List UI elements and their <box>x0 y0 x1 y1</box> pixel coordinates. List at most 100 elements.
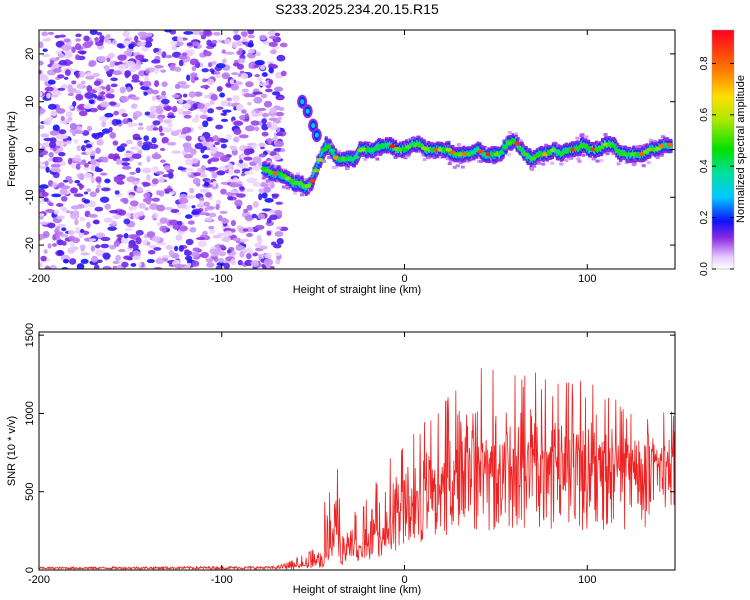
noise-cell <box>230 84 240 91</box>
noise-cell <box>43 118 52 126</box>
noise-cell <box>59 188 68 196</box>
noise-cell <box>200 85 210 89</box>
noise-cell <box>89 30 98 35</box>
noise-cell <box>261 208 272 212</box>
noise-cell <box>52 63 60 68</box>
ridge-core-cell <box>284 176 292 181</box>
noise-cell <box>230 145 238 152</box>
noise-cell <box>258 153 267 158</box>
noise-cell <box>152 127 159 131</box>
ridge-halo-cell <box>611 151 616 155</box>
noise-cell <box>51 182 58 188</box>
noise-cell <box>263 186 272 193</box>
ridge-core-cell <box>312 168 320 173</box>
noise-cell <box>258 142 266 147</box>
noise-cell <box>60 115 65 121</box>
ridge-halo-cell <box>642 143 647 147</box>
noise-cell <box>158 176 165 184</box>
ridge-core-cell <box>280 173 288 178</box>
noise-cell <box>174 245 179 252</box>
ridge-halo-cell <box>652 139 657 143</box>
ridge-halo-cell <box>564 158 569 162</box>
noise-cell <box>132 133 141 140</box>
ridge-core-cell <box>517 147 525 152</box>
ridge-halo-cell <box>550 161 555 165</box>
noise-cell <box>73 193 84 197</box>
noise-cell <box>68 178 73 184</box>
noise-cell <box>250 120 260 126</box>
noise-cell <box>216 261 226 267</box>
noise-cell <box>161 136 169 144</box>
noise-cell <box>150 89 159 95</box>
noise-cell <box>218 166 228 171</box>
noise-cell <box>58 129 67 135</box>
noise-cell <box>252 201 260 208</box>
noise-cell <box>230 219 237 227</box>
noise-cell <box>89 238 97 242</box>
noise-cell <box>234 199 243 207</box>
noise-cell <box>264 252 272 260</box>
noise-cell <box>277 107 285 112</box>
noise-cell <box>242 248 247 254</box>
noise-cell <box>56 223 67 228</box>
noise-cell <box>270 49 277 55</box>
noise-cell <box>145 174 151 181</box>
ridge-halo-cell <box>646 161 651 165</box>
noise-cell <box>68 235 76 241</box>
noise-cell <box>121 261 129 268</box>
ridge-halo-cell <box>273 165 278 169</box>
noise-cell <box>112 70 122 76</box>
ridge-core-cell <box>296 180 304 185</box>
ridge-halo-cell <box>519 139 524 143</box>
ridge-halo-cell <box>566 157 571 161</box>
noise-cell <box>263 100 273 108</box>
noise-cell <box>134 35 139 43</box>
noise-cell <box>128 43 134 50</box>
noise-cell <box>107 73 113 78</box>
noise-cell <box>212 180 217 188</box>
noise-cell <box>144 207 149 211</box>
noise-cell <box>247 30 255 35</box>
ridge-halo-cell <box>403 156 408 160</box>
noise-cell <box>203 50 212 57</box>
noise-cell <box>47 79 56 85</box>
noise-cell <box>155 257 164 265</box>
noise-cell <box>160 69 167 73</box>
colorbar-ticks: 0.0 0.2 0.4 0.6 0.8 <box>699 56 734 276</box>
noise-cell <box>100 172 108 176</box>
noise-cell <box>229 181 239 188</box>
noise-cell <box>101 187 111 192</box>
noise-cell <box>67 247 76 254</box>
noise-cell <box>101 128 111 134</box>
noise-cell <box>185 238 194 246</box>
noise-cell <box>91 150 96 156</box>
noise-cell <box>258 193 263 201</box>
y-tick-label: -20 <box>24 237 36 253</box>
noise-cell <box>151 178 159 185</box>
noise-cell <box>154 65 164 69</box>
noise-cell <box>202 230 208 236</box>
noise-cell <box>122 118 129 125</box>
noise-cell <box>239 70 245 74</box>
noise-cell <box>275 132 283 137</box>
noise-cell <box>47 31 55 35</box>
noise-cell <box>199 114 208 120</box>
ridge-halo-cell <box>261 176 266 180</box>
noise-cell <box>75 72 80 79</box>
noise-cell <box>244 170 255 175</box>
ridge-halo-cell <box>456 143 461 147</box>
spectrogram-x-axis: -200 -100 0 100 <box>28 30 596 285</box>
y-tick-label: 1000 <box>24 401 36 425</box>
noise-cell <box>215 106 224 110</box>
noise-cell <box>55 226 61 230</box>
noise-cell <box>111 220 117 226</box>
noise-cell <box>72 210 80 217</box>
noise-cell <box>240 72 249 80</box>
noise-cell <box>111 39 117 45</box>
noise-cell <box>145 199 152 205</box>
noise-cell <box>91 133 98 138</box>
noise-cell <box>144 41 153 48</box>
noise-cell <box>110 83 118 88</box>
noise-cell <box>275 252 281 257</box>
noise-cell <box>165 54 173 59</box>
